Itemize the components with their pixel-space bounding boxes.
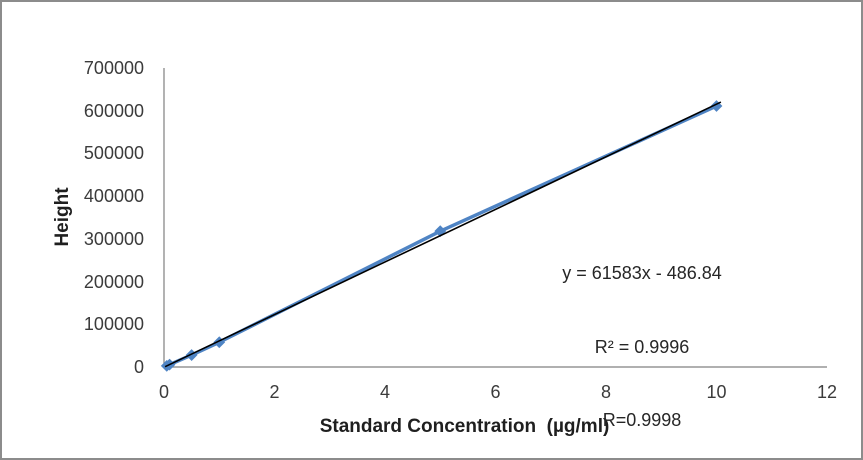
- y-tick-label: 700000: [83, 58, 144, 78]
- y-tick-label: 100000: [83, 314, 144, 335]
- regression-equation: y = 61583x - 486.84: [562, 263, 722, 283]
- regression-annotation: y = 61583x - 486.84 R² = 0.9996 R=0.9998: [562, 212, 722, 458]
- y-tick-label: 200000: [83, 271, 144, 292]
- r-value: R=0.9998: [602, 410, 682, 430]
- x-axis-title: Standard Concentration (µg/ml): [319, 416, 610, 437]
- data-point-marker: [185, 349, 198, 361]
- x-tick-label: 12: [816, 382, 838, 402]
- trendline: [164, 101, 722, 368]
- x-tick-label: 10: [706, 382, 727, 402]
- y-tick-label: 600000: [83, 100, 144, 121]
- x-tick-label: 8: [600, 382, 611, 402]
- r-squared-value: R² = 0.9996: [594, 336, 690, 357]
- x-tick-label: 4: [379, 382, 390, 402]
- y-tick-label: 500000: [83, 143, 144, 164]
- y-tick-label: 400000: [83, 186, 144, 207]
- x-tick-label: 6: [490, 382, 501, 402]
- x-tick-label: 2: [269, 382, 280, 402]
- x-tick-label: 0: [158, 382, 169, 402]
- y-axis-title: Height: [52, 187, 73, 247]
- y-tick-label: 300000: [83, 228, 144, 249]
- y-tick-label: 0: [133, 357, 144, 377]
